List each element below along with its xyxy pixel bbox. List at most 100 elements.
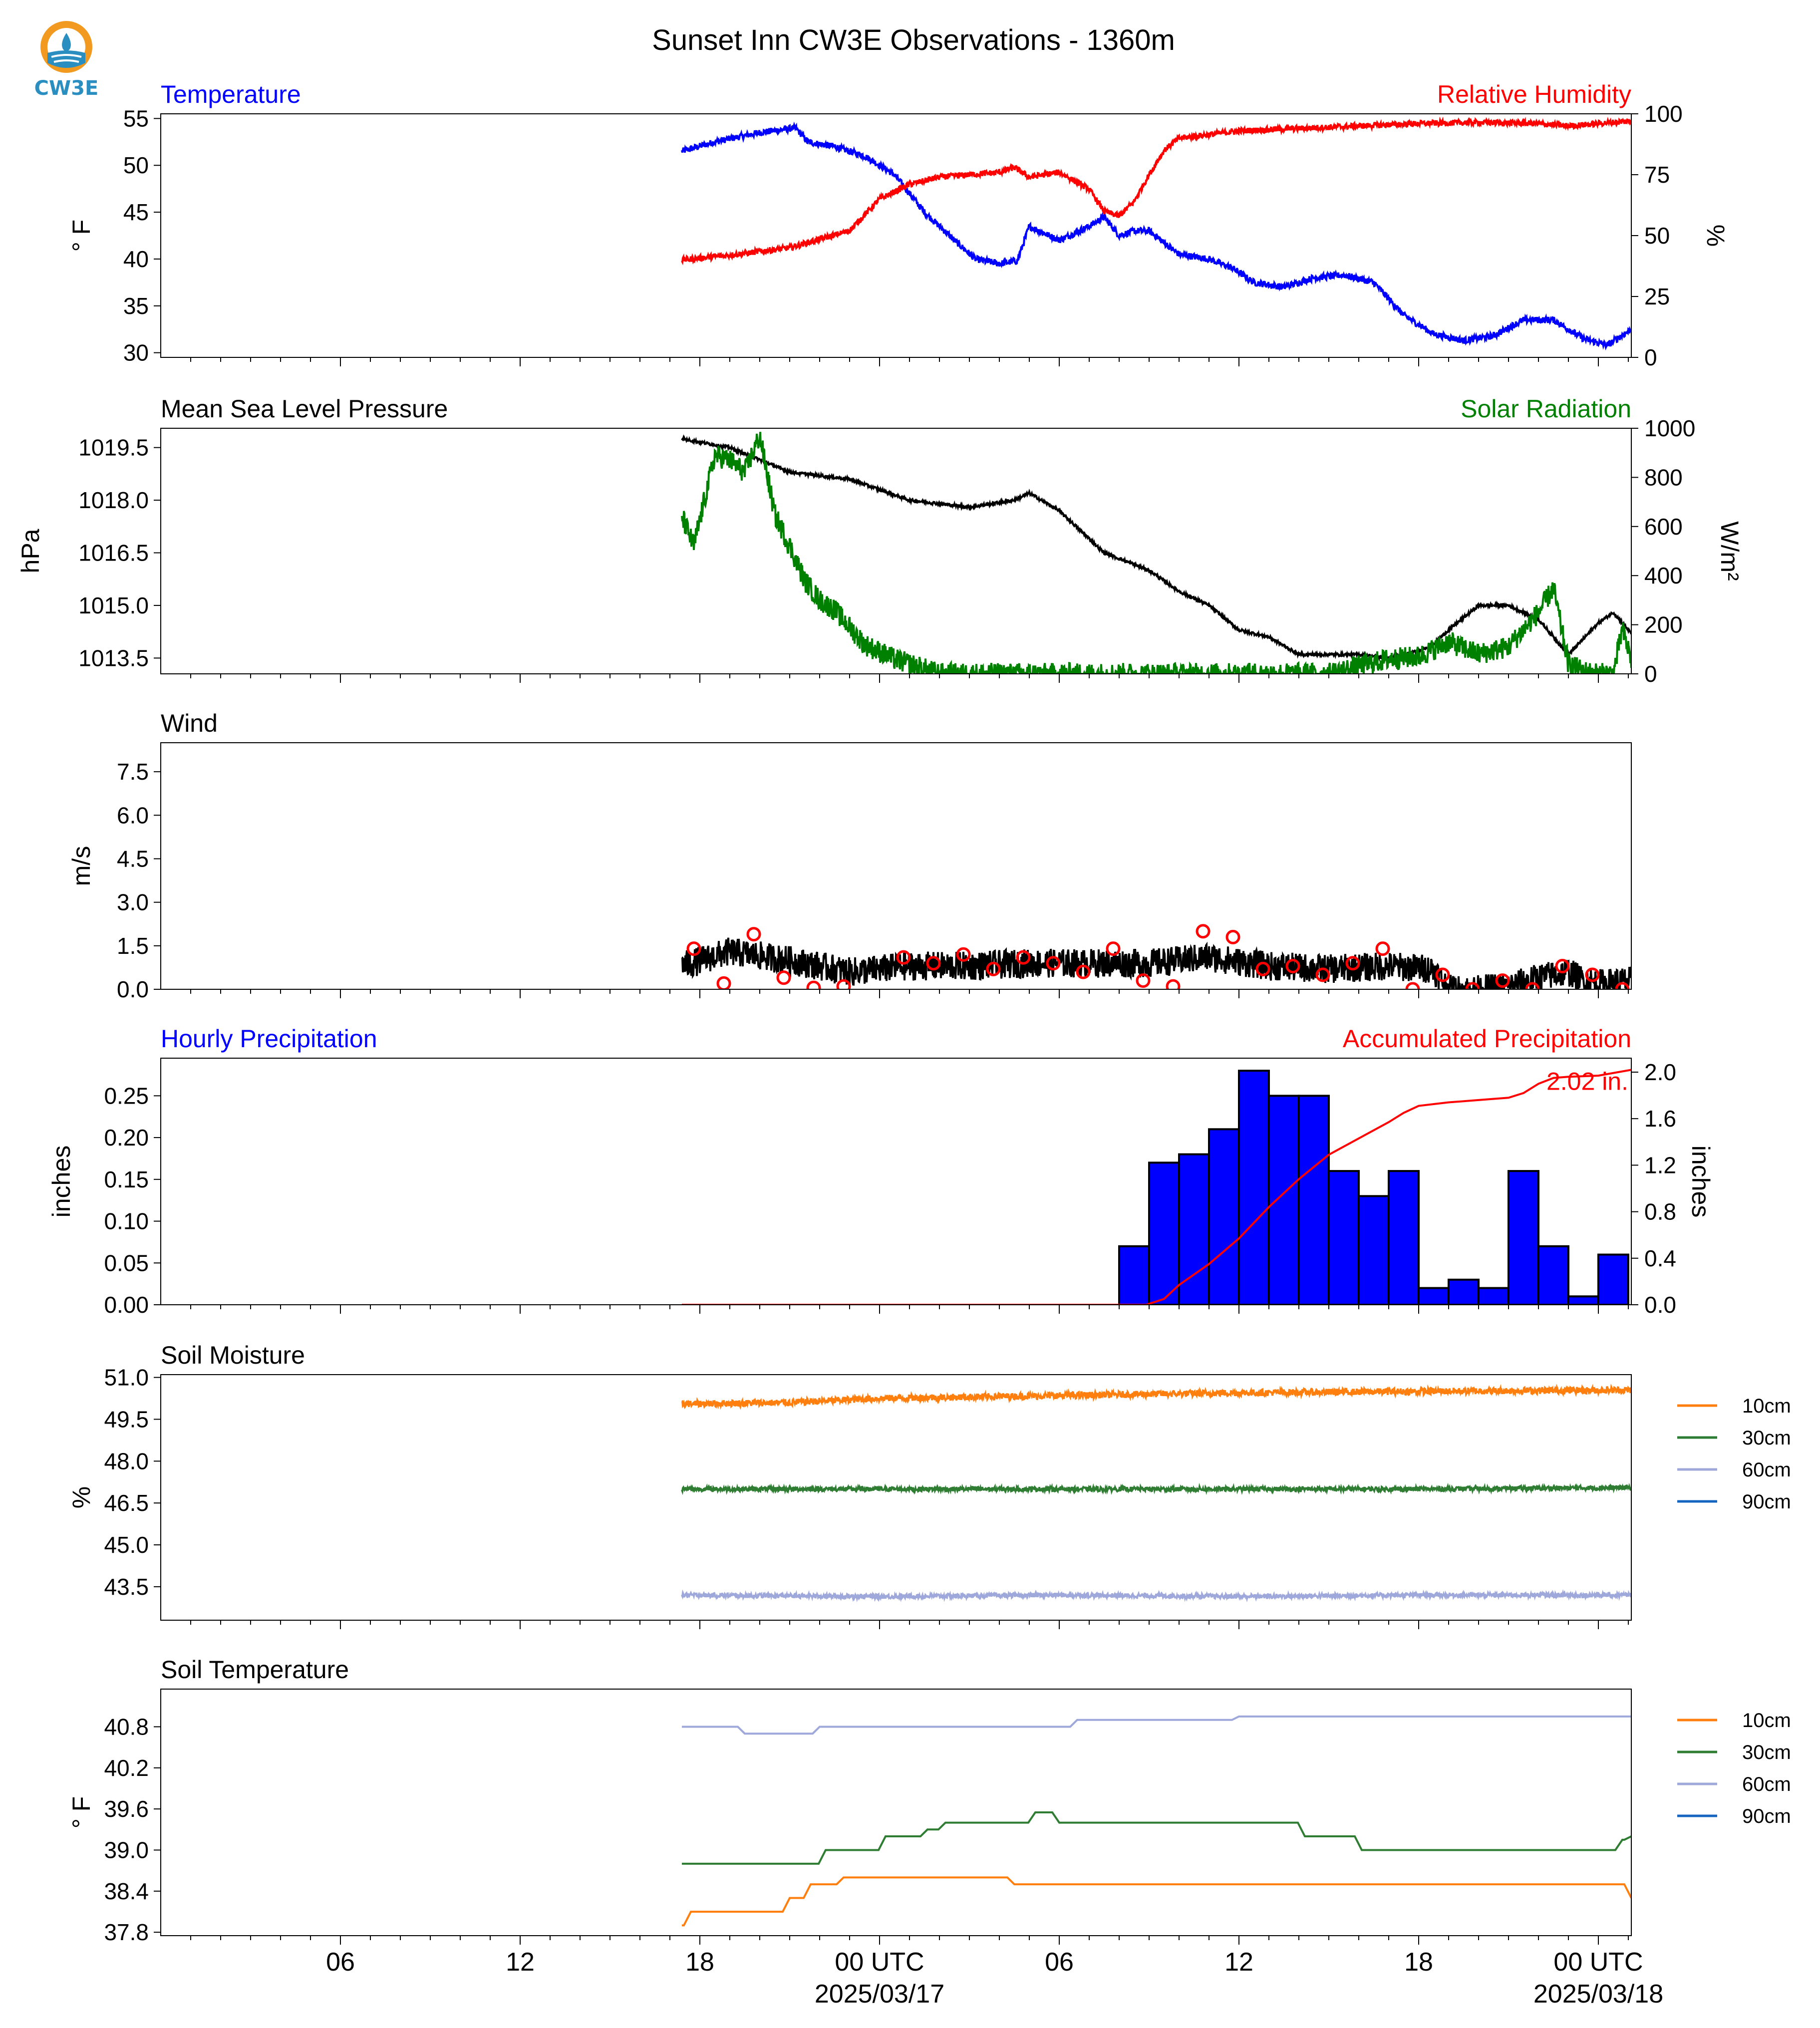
y-tick-label-right: 0.4 bbox=[1644, 1245, 1676, 1271]
y-axis-label-left: ° F bbox=[67, 220, 95, 252]
wind-gust-marker bbox=[1315, 967, 1330, 982]
legend-label-90cm: 90cm bbox=[1742, 1805, 1791, 1827]
legend-label-10cm: 10cm bbox=[1742, 1395, 1791, 1417]
wind-gust-marker bbox=[1106, 941, 1121, 956]
precip-bar bbox=[1508, 1170, 1539, 1305]
y-tick-label-right: 1.6 bbox=[1644, 1106, 1676, 1132]
panel-title-left: Soil Moisture bbox=[161, 1341, 305, 1369]
wind-gust-marker bbox=[836, 979, 851, 989]
wind-gust-marker bbox=[1465, 982, 1480, 989]
wind-gust-marker bbox=[1285, 959, 1300, 974]
wind-gust-marker bbox=[926, 956, 941, 971]
y-tick-label-left: 4.5 bbox=[117, 846, 149, 871]
y-axis-label-right: W/m² bbox=[1716, 521, 1744, 580]
y-tick-label-left: 7.5 bbox=[117, 759, 149, 785]
legend-label-30cm: 30cm bbox=[1742, 1741, 1791, 1763]
wind-gust-marker bbox=[986, 961, 1001, 976]
plot-area-pressure_solar bbox=[681, 432, 1631, 674]
panel-frame bbox=[160, 428, 1632, 674]
series-line-60cm bbox=[681, 1589, 1631, 1603]
series-line bbox=[681, 121, 1631, 351]
panel-title-left: Hourly Precipitation bbox=[161, 1025, 377, 1053]
figure-title: Sunset Inn CW3E Observations - 1360m bbox=[652, 24, 1175, 56]
wind-gust-marker bbox=[1525, 982, 1540, 989]
series-line bbox=[681, 432, 1631, 674]
y-axis-label-left: hPa bbox=[16, 529, 44, 573]
wind-gust-marker bbox=[1255, 961, 1270, 976]
y-tick-label-left: 1019.5 bbox=[78, 435, 149, 461]
x-tick-label: 06 bbox=[1045, 1948, 1074, 1977]
wind-gust-marker bbox=[1076, 964, 1091, 979]
y-tick-label-left: 6.0 bbox=[117, 802, 149, 828]
series-line-30cm bbox=[682, 1811, 1631, 1865]
x-tick-label: 12 bbox=[506, 1948, 535, 1977]
y-tick-label-right: 1.2 bbox=[1644, 1152, 1676, 1178]
plot-area-temp_rh bbox=[681, 116, 1631, 351]
x-tick-label: 00 UTC bbox=[1553, 1948, 1643, 1977]
wind-gust-marker bbox=[686, 941, 701, 956]
y-tick-label-left: 1013.5 bbox=[78, 645, 149, 671]
y-axis-label-left: m/s bbox=[67, 846, 95, 886]
y-tick-label-left: 38.4 bbox=[104, 1878, 149, 1904]
y-tick-label-right: 600 bbox=[1644, 514, 1683, 540]
plot-area-wind bbox=[681, 924, 1631, 989]
series-line-30cm bbox=[681, 1482, 1631, 1495]
y-tick-label-right: 0 bbox=[1644, 661, 1657, 687]
panel-frame bbox=[160, 1374, 1632, 1621]
panel-title-right: Solar Radiation bbox=[1461, 395, 1631, 423]
x-tick-date-label: 2025/03/17 bbox=[815, 1980, 944, 2009]
precip-bar bbox=[1238, 1070, 1270, 1305]
y-tick-label-left: 0.00 bbox=[104, 1292, 149, 1318]
y-tick-label-left: 40.8 bbox=[104, 1714, 149, 1739]
y-tick-label-left: 30 bbox=[123, 340, 149, 366]
precip-bar bbox=[1268, 1095, 1300, 1305]
y-tick-label-right: 1000 bbox=[1644, 415, 1695, 441]
legend-label-60cm: 60cm bbox=[1742, 1773, 1791, 1795]
panel-title-left: Soil Temperature bbox=[161, 1656, 349, 1684]
series-line-60cm bbox=[682, 1715, 1631, 1735]
y-tick-label-right: 50 bbox=[1644, 223, 1670, 249]
x-tick-label: 06 bbox=[326, 1948, 355, 1977]
y-tick-label-left: 0.25 bbox=[104, 1083, 149, 1109]
wind-gust-marker bbox=[896, 950, 911, 965]
logo-text: CW3E bbox=[34, 77, 99, 100]
panel-title-left: Temperature bbox=[161, 80, 301, 108]
y-tick-label-right: 0.8 bbox=[1644, 1199, 1676, 1225]
y-tick-label-right: 800 bbox=[1644, 464, 1683, 490]
wind-gust-marker bbox=[1375, 941, 1390, 956]
precip-bar bbox=[1328, 1170, 1360, 1305]
y-tick-label-left: 48.0 bbox=[104, 1448, 149, 1474]
accumulated-precip-label: 2.02 in. bbox=[1546, 1067, 1628, 1095]
y-tick-label-left: 0.0 bbox=[117, 976, 149, 1002]
panel-title-right: Accumulated Precipitation bbox=[1343, 1025, 1631, 1053]
x-tick-date-label: 2025/03/18 bbox=[1533, 1980, 1663, 2009]
wind-gust-marker bbox=[1615, 982, 1630, 989]
legend-label-30cm: 30cm bbox=[1742, 1427, 1791, 1449]
wind-gust-marker bbox=[1435, 967, 1450, 982]
y-tick-label-left: 45 bbox=[123, 199, 149, 225]
precip-bar bbox=[1597, 1253, 1629, 1305]
precip-bar bbox=[1537, 1245, 1569, 1305]
legend-label-90cm: 90cm bbox=[1742, 1491, 1791, 1513]
y-tick-label-right: 400 bbox=[1644, 563, 1683, 588]
wind-gust-marker bbox=[956, 947, 971, 962]
logo-icon bbox=[40, 21, 92, 73]
precip-bar bbox=[1298, 1095, 1330, 1305]
precip-bar bbox=[1448, 1278, 1480, 1305]
panel-temp_rh: Temperature Relative Humidity 30 35 40 45 50 55… bbox=[67, 80, 1730, 370]
y-axis-label-left: % bbox=[67, 1486, 95, 1508]
accumulated-precip-line bbox=[682, 1069, 1631, 1305]
wind-gust-marker bbox=[746, 927, 761, 942]
plot-area-soil_moisture bbox=[681, 1383, 1631, 1603]
precip-bar bbox=[1478, 1287, 1510, 1305]
y-tick-label-left: 0.10 bbox=[104, 1208, 149, 1234]
panel-title-left: Mean Sea Level Pressure bbox=[161, 395, 448, 423]
x-tick-label: 00 UTC bbox=[835, 1948, 924, 1977]
y-tick-label-left: 35 bbox=[123, 293, 149, 319]
y-tick-label-left: 40.2 bbox=[104, 1755, 149, 1781]
panel-title-left: Wind bbox=[161, 709, 218, 737]
y-tick-label-left: 0.15 bbox=[104, 1166, 149, 1192]
x-axis-labels: 06 12 18 00 UTC 2025/03/17 06 12 18 00 UTC 2025/0… bbox=[326, 1948, 1663, 2009]
panel-frame bbox=[160, 742, 1632, 990]
wind-gust-marker bbox=[1046, 956, 1061, 971]
